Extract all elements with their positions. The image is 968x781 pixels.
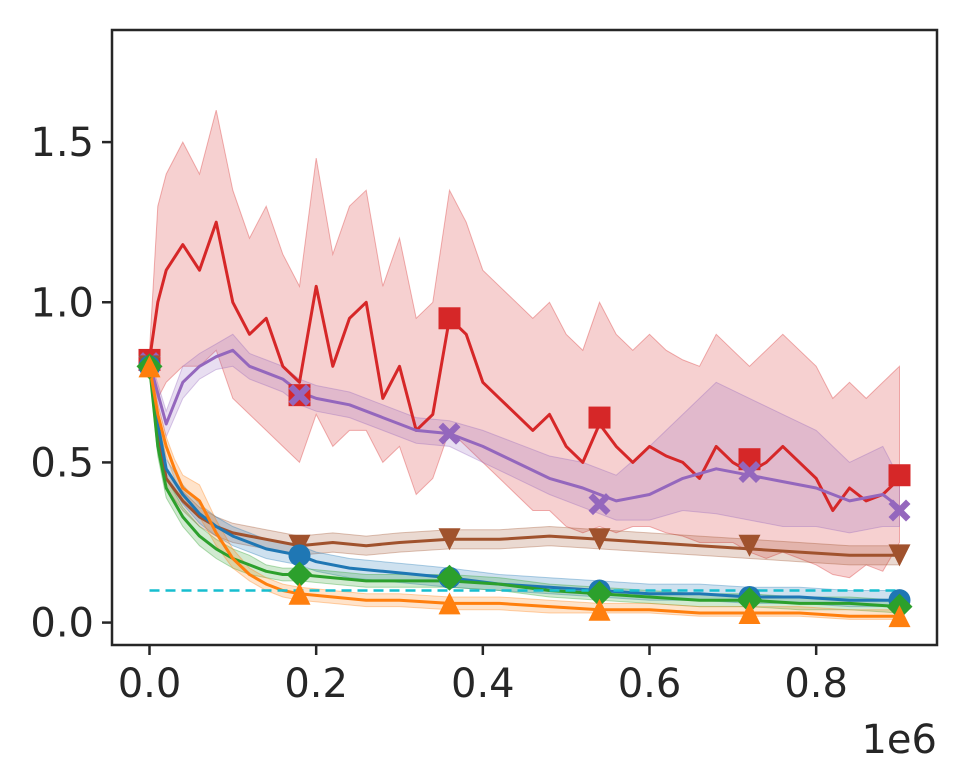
y-tick-label-1: 0.5 <box>30 440 94 486</box>
series-2-marker-5 <box>888 544 911 567</box>
series-4-marker-2 <box>436 564 463 591</box>
series-5-marker-3 <box>588 598 611 621</box>
series-2-line <box>148 366 900 557</box>
series-5-line <box>148 366 900 618</box>
y-tick-label-3: 1.5 <box>30 120 94 166</box>
series-1-marker-2 <box>438 422 461 445</box>
x-tick-label-3: 0.6 <box>618 661 682 707</box>
series-3-marker-1 <box>288 544 311 567</box>
x-axis-ticks: 0.0 0.2 0.4 0.6 0.8 <box>118 645 848 707</box>
series-1-marker-3 <box>588 493 611 516</box>
series-0-band <box>149 109 900 579</box>
series-5-marker-1 <box>288 582 311 605</box>
series-0-marker-5 <box>888 464 911 487</box>
series-5-marker-4 <box>738 601 761 624</box>
series-0-marker-2 <box>438 307 461 330</box>
series-2-marker-3 <box>588 528 611 551</box>
series-1-marker-5 <box>888 499 911 522</box>
series-0-marker-3 <box>588 406 611 429</box>
series-5-marker-5 <box>888 605 911 628</box>
series-4-marker-4 <box>736 587 763 614</box>
x-tick-label-0: 0.0 <box>118 661 182 707</box>
x-tick-label-4: 0.8 <box>784 661 848 707</box>
series-0-line <box>148 220 901 512</box>
x-tick-label-2: 0.4 <box>451 661 515 707</box>
x-tick-label-1: 0.2 <box>284 661 348 707</box>
series-2-marker-4 <box>738 534 761 557</box>
y-axis-ticks: 0.0 0.5 1.0 1.5 <box>30 120 112 647</box>
series-4-line <box>148 366 900 609</box>
y-tick-label-2: 1.0 <box>30 280 94 326</box>
series-2-marker-2 <box>438 528 461 551</box>
series-4-marker-3 <box>586 580 613 607</box>
series-1-marker-4 <box>738 461 761 484</box>
y-tick-label-0: 0.0 <box>30 601 94 647</box>
plot-frame <box>110 28 939 647</box>
series-4-marker-1 <box>286 561 313 588</box>
series-5-marker-0 <box>138 355 161 378</box>
series-markers <box>136 307 913 628</box>
series-1-marker-1 <box>288 384 311 407</box>
series-3-line <box>148 366 900 602</box>
x-axis-offset-label: 1e6 <box>861 717 937 763</box>
series-5-marker-2 <box>438 592 461 615</box>
